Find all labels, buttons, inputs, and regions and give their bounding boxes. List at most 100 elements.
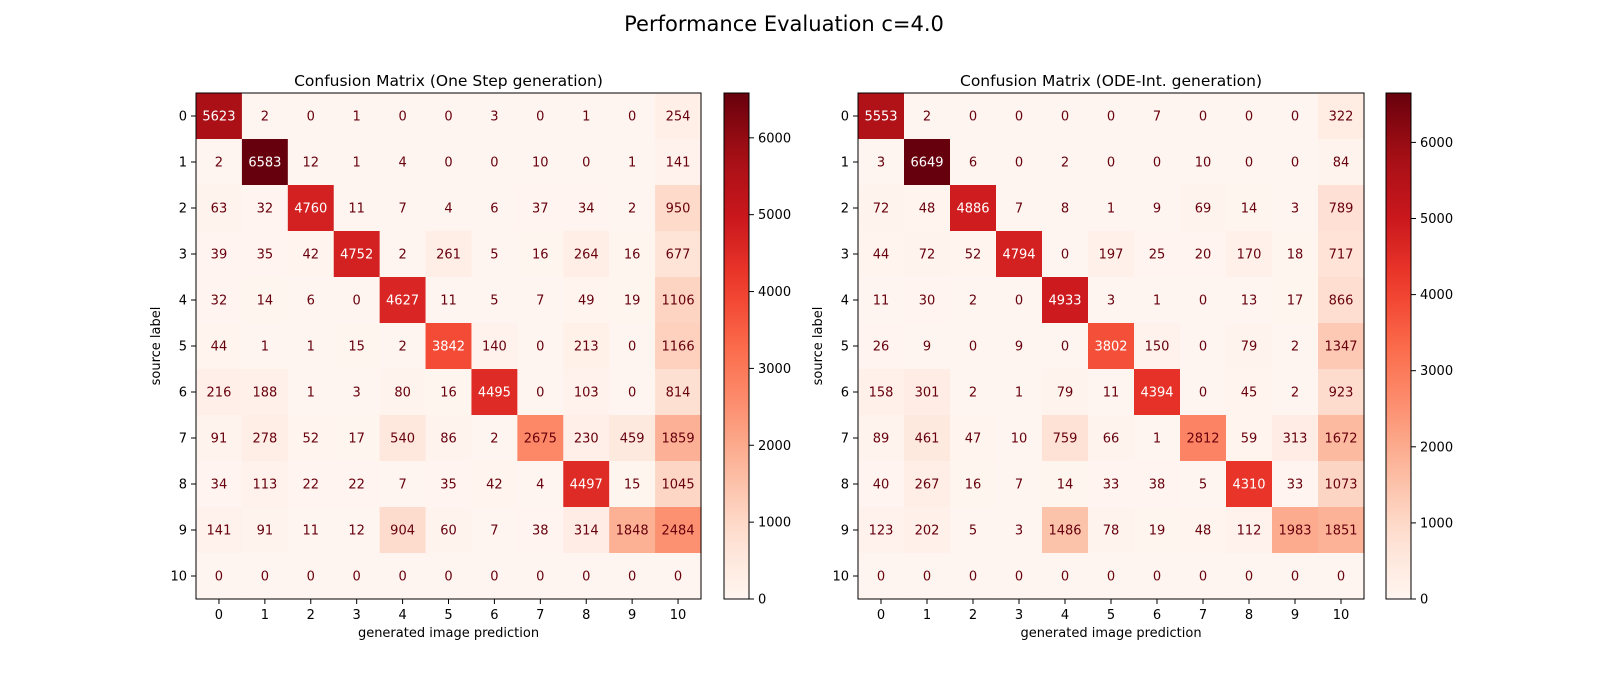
heatmap-cell [196, 93, 243, 140]
cell-value-label: 32 [211, 294, 228, 309]
heatmap-cell [1088, 139, 1135, 186]
heatmap-cell [1088, 277, 1135, 324]
cell-value-label: 814 [666, 386, 691, 401]
heatmap-cell [425, 277, 473, 324]
heatmap-cell [471, 231, 518, 278]
heatmap-cell [196, 415, 243, 462]
heatmap-cell [287, 277, 335, 324]
heatmap-cell [1272, 139, 1319, 186]
heatmap-cell [1134, 369, 1181, 416]
heatmap-cell [904, 323, 951, 370]
colorbar [1385, 92, 1412, 600]
heatmap-cell [950, 231, 997, 278]
y-axis-label: source label [149, 307, 164, 386]
cell-value-label: 0 [969, 340, 977, 355]
heatmap-cell [1088, 185, 1135, 232]
heatmap-cell [904, 415, 951, 462]
cell-value-label: 0 [969, 110, 977, 125]
x-tick-label: 7 [536, 608, 544, 623]
heatmap-cell [1134, 323, 1181, 370]
cell-value-label: 7 [490, 524, 498, 539]
cell-value-label: 950 [666, 202, 691, 217]
cell-value-label: 1859 [662, 432, 695, 447]
heatmap-cell [196, 507, 243, 554]
heatmap-cell [950, 507, 997, 554]
heatmap-cell [996, 507, 1043, 554]
x-tick-label: 8 [582, 608, 590, 623]
heatmap-cell [655, 369, 702, 416]
cell-value-label: 0 [261, 570, 269, 585]
heatmap-cell [1180, 139, 1227, 186]
heatmap-cell [950, 93, 997, 140]
cell-value-label: 86 [440, 432, 457, 447]
cell-value-label: 1983 [1278, 524, 1311, 539]
cell-value-label: 0 [1015, 570, 1023, 585]
cell-value-label: 0 [1015, 294, 1023, 309]
heatmap-cell [1134, 277, 1181, 324]
cell-value-label: 7 [1015, 202, 1023, 217]
cell-value-label: 7 [1153, 110, 1161, 125]
cell-value-label: 0 [1199, 570, 1207, 585]
heatmap-cell [379, 231, 427, 278]
cell-value-label: 42 [486, 478, 503, 493]
cell-value-label: 6583 [248, 156, 281, 171]
cell-value-label: 72 [873, 202, 890, 217]
heatmap-cell [655, 507, 702, 554]
heatmap-cell [1226, 185, 1273, 232]
heatmap-cell [517, 507, 564, 554]
cell-value-label: 11 [348, 202, 365, 217]
heatmap-cell [333, 323, 381, 370]
y-tick-label: 9 [841, 524, 849, 539]
heatmap-cell [655, 139, 702, 186]
heatmap-cell [1042, 277, 1089, 324]
heatmap-cell [517, 277, 564, 324]
heatmap-cell [1272, 231, 1319, 278]
cell-value-label: 0 [628, 340, 636, 355]
heatmap-cell [471, 185, 518, 232]
cell-value-label: 9 [1015, 340, 1023, 355]
heatmap-cell [655, 553, 702, 600]
cell-value-label: 0 [536, 386, 544, 401]
x-tick-label: 9 [628, 608, 636, 623]
heatmap-cell [425, 461, 473, 508]
cell-value-label: 0 [1337, 570, 1345, 585]
heatmap-cell [904, 139, 951, 186]
heatmap-cell [996, 461, 1043, 508]
heatmap-cell [471, 93, 518, 140]
cell-value-label: 3842 [432, 340, 465, 355]
cell-value-label: 1 [628, 156, 636, 171]
cell-value-label: 0 [1107, 156, 1115, 171]
heatmap-cell [1180, 461, 1227, 508]
y-tick-label: 5 [179, 340, 187, 355]
x-tick-label: 9 [1291, 608, 1299, 623]
heatmap-cell [1088, 461, 1135, 508]
heatmap-cell [1088, 323, 1135, 370]
cell-value-label: 322 [1329, 110, 1354, 125]
cell-value-label: 15 [624, 478, 641, 493]
colorbar-tick-label: 3000 [1420, 364, 1453, 379]
cell-value-label: 7 [398, 478, 406, 493]
heatmap-cell [241, 369, 289, 416]
heatmap-cell [609, 553, 656, 600]
cell-value-label: 3802 [1094, 340, 1127, 355]
heatmap-cell [241, 553, 289, 600]
y-tick-label: 0 [179, 110, 187, 125]
heatmap-cell [1088, 507, 1135, 554]
heatmap-cell [241, 277, 289, 324]
cell-value-label: 213 [574, 340, 599, 355]
cell-value-label: 7 [398, 202, 406, 217]
heatmap-cell [1226, 507, 1273, 554]
x-tick-label: 4 [398, 608, 406, 623]
heatmap-cell [333, 93, 381, 140]
heatmap-cell [379, 507, 427, 554]
cell-value-label: 0 [1153, 156, 1161, 171]
axes-title: Confusion Matrix (ODE-Int. generation) [960, 72, 1262, 90]
cell-value-label: 3 [1107, 294, 1115, 309]
heatmap-cell [1180, 507, 1227, 554]
heatmap-cell [858, 323, 905, 370]
heatmap-cell [655, 93, 702, 140]
x-tick-label: 3 [353, 608, 361, 623]
cell-value-label: 52 [965, 248, 982, 263]
cell-value-label: 0 [490, 570, 498, 585]
cell-value-label: 1347 [1324, 340, 1357, 355]
